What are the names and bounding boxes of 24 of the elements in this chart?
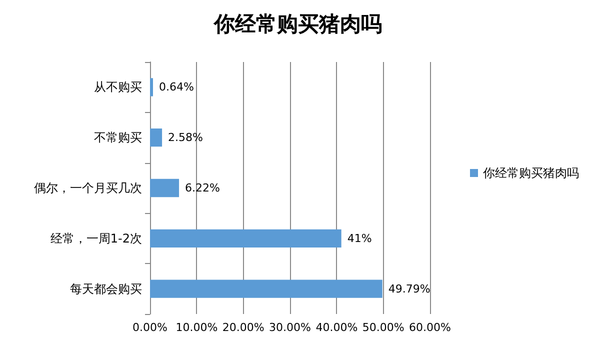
x-tick-label: 30.00%: [269, 321, 311, 334]
y-tick-label: 每天都会购买: [70, 282, 142, 296]
bar: [150, 229, 342, 248]
x-tick-label: 0.00%: [132, 321, 168, 334]
bar: [150, 178, 180, 198]
data-label: 6.22%: [185, 182, 220, 194]
bar: [150, 78, 153, 96]
x-tick-label: 60.00%: [409, 321, 451, 334]
data-label: 49.79%: [388, 282, 430, 296]
chart-title: 你经常购买猪肉吗: [213, 11, 382, 36]
x-tick-label: 10.00%: [176, 321, 218, 334]
y-tick-label: 不常购买: [94, 130, 142, 145]
data-label: 41%: [347, 232, 372, 245]
bar: [150, 280, 382, 298]
bar: [150, 128, 162, 147]
x-tick-label: 50.00%: [362, 321, 404, 334]
y-tick-label: 经常，一周1-2次: [50, 231, 142, 246]
data-label: 0.64%: [158, 80, 194, 94]
y-tick-label: 从不购买: [94, 80, 142, 94]
data-label: 2.58%: [168, 131, 203, 144]
x-tick-label: 20.00%: [222, 321, 264, 334]
legend-label: 你经常购买猪肉吗: [482, 166, 579, 180]
x-tick-label: 40.00%: [316, 321, 358, 334]
y-tick-label: 偶尔，一个月买几次: [34, 181, 142, 195]
